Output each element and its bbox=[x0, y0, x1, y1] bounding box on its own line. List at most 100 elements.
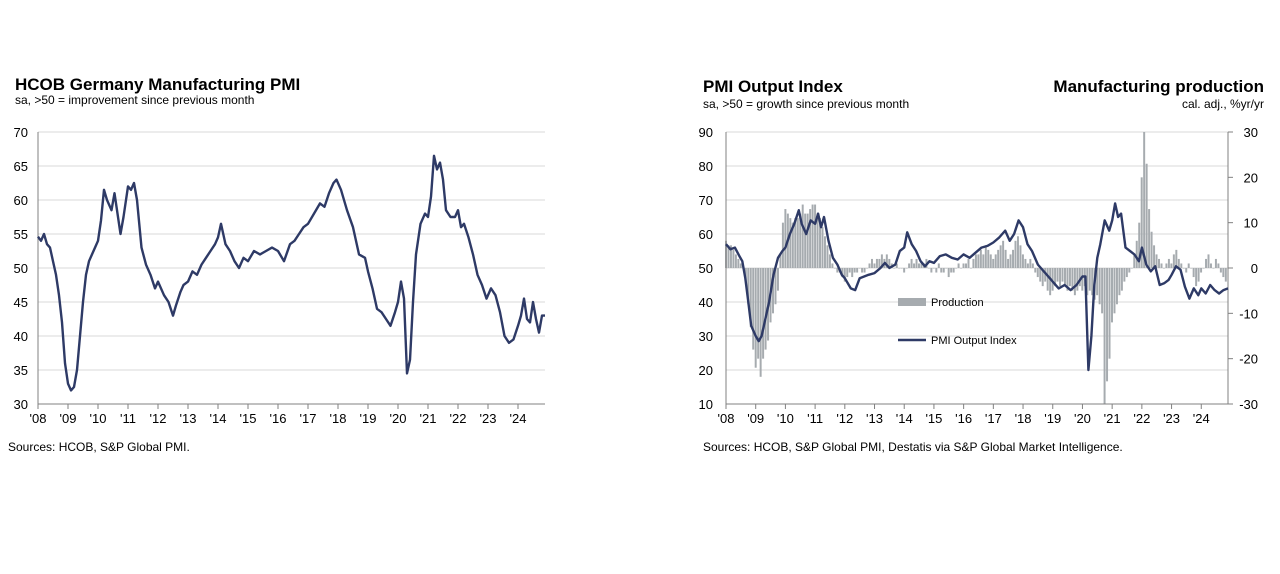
y-tick-label: 70 bbox=[14, 125, 28, 140]
pmi-output-data-point bbox=[855, 290, 856, 291]
pmi-data-point bbox=[247, 261, 248, 262]
production-bar bbox=[1185, 268, 1188, 273]
production-bar bbox=[942, 268, 945, 273]
chart1-pmi: 30 35 40 45 50 55 60 65 70 '08 '09 '10 '11 '12 '13 '14 '… bbox=[14, 125, 545, 426]
production-bar bbox=[1068, 268, 1071, 287]
pmi-output-data-point bbox=[751, 325, 752, 326]
pmi-output-data-point bbox=[1198, 295, 1199, 296]
production-bar bbox=[1165, 263, 1168, 268]
pmi-data-point bbox=[445, 210, 446, 211]
x-tick-label: '13 bbox=[866, 411, 883, 426]
production-bar bbox=[1101, 268, 1104, 314]
pmi-output-data-point bbox=[975, 252, 976, 253]
pmi-data-point bbox=[324, 206, 325, 207]
pmi-output-data-point bbox=[782, 250, 783, 251]
production-bar bbox=[992, 258, 995, 268]
pmi-output-data-point bbox=[920, 261, 921, 262]
production-bar bbox=[955, 268, 958, 269]
pmi-output-data-point bbox=[844, 278, 845, 279]
pmi-output-data-point bbox=[1115, 203, 1116, 204]
pmi-output-data-point bbox=[1076, 284, 1077, 285]
production-bar bbox=[910, 258, 913, 268]
production-bar bbox=[784, 209, 787, 268]
production-bar bbox=[1115, 268, 1118, 305]
y-left-tick-label: 40 bbox=[699, 295, 713, 310]
pmi-output-data-point bbox=[1064, 284, 1065, 285]
chart2-title: PMI Output Index bbox=[703, 77, 843, 96]
pmi-output-data-point bbox=[945, 254, 946, 255]
pmi-data-point bbox=[85, 274, 86, 275]
production-bar bbox=[1024, 258, 1027, 268]
production-bar bbox=[1019, 245, 1022, 268]
pmi-data-point bbox=[319, 203, 320, 204]
production-bar bbox=[868, 263, 871, 268]
pmi-data-point bbox=[52, 261, 53, 262]
production-bar bbox=[1096, 268, 1099, 296]
production-bar bbox=[858, 268, 861, 269]
production-bar bbox=[1078, 268, 1081, 287]
pmi-data-point bbox=[145, 264, 146, 265]
pmi-data-point bbox=[46, 244, 47, 245]
production-bar bbox=[796, 218, 799, 268]
production-bar bbox=[848, 268, 851, 273]
pmi-data-point bbox=[157, 281, 158, 282]
x-tick-label: '08 bbox=[30, 411, 47, 426]
pmi-data-point bbox=[294, 240, 295, 241]
pmi-data-point bbox=[133, 182, 134, 183]
pmi-data-point bbox=[439, 162, 440, 163]
pmi-data-point bbox=[238, 267, 239, 268]
production-bar bbox=[727, 245, 730, 268]
pmi-data-point bbox=[234, 261, 235, 262]
pmi-data-point bbox=[64, 363, 65, 364]
x-tick-label: '14 bbox=[896, 411, 913, 426]
production-bar bbox=[984, 245, 987, 268]
production-bar bbox=[903, 268, 906, 273]
production-bar bbox=[764, 268, 767, 350]
pmi-output-data-point bbox=[880, 267, 881, 268]
production-bar bbox=[1138, 222, 1141, 268]
pmi-output-data-point bbox=[1014, 233, 1015, 234]
pmi-data-point bbox=[513, 339, 514, 340]
production-bar bbox=[1002, 240, 1005, 268]
production-bar bbox=[776, 268, 779, 291]
production-bar bbox=[960, 268, 963, 269]
pmi-data-point bbox=[123, 216, 124, 217]
production-bar bbox=[1197, 268, 1200, 282]
pmi-data-point bbox=[313, 213, 314, 214]
production-bar bbox=[779, 254, 782, 268]
pmi-output-data-point bbox=[758, 341, 759, 342]
production-bar bbox=[1108, 268, 1111, 359]
pmi-data-point bbox=[523, 298, 524, 299]
production-bar bbox=[772, 268, 775, 314]
production-bar bbox=[747, 268, 750, 305]
pmi-data-point bbox=[58, 295, 59, 296]
pmi-output-data-point bbox=[899, 250, 900, 251]
pmi-data-point bbox=[76, 369, 77, 370]
pmi-output-data-point bbox=[864, 276, 865, 277]
production-bar bbox=[789, 218, 792, 268]
chart2-output: 10 20 30 40 50 60 70 80 90 -30 -20 -10 0 10 20 30 '08 '09… bbox=[699, 125, 1258, 426]
pmi-data-point bbox=[424, 213, 425, 214]
production-bar bbox=[759, 268, 762, 377]
x-tick-label: '14 bbox=[210, 411, 227, 426]
x-tick-label: '12 bbox=[150, 411, 167, 426]
production-bar bbox=[979, 249, 982, 268]
pmi-data-point bbox=[259, 254, 260, 255]
production-bar bbox=[809, 209, 812, 268]
production-bar bbox=[930, 268, 933, 273]
pmi-data-point bbox=[289, 244, 290, 245]
production-bar bbox=[1056, 268, 1059, 282]
pmi-data-point bbox=[187, 281, 188, 282]
pmi-output-data-point bbox=[1129, 250, 1130, 251]
production-bar bbox=[1205, 258, 1208, 268]
chart1-title: HCOB Germany Manufacturing PMI bbox=[15, 75, 301, 94]
production-bar bbox=[1150, 231, 1153, 268]
production-bar bbox=[1182, 268, 1185, 269]
production-bar bbox=[873, 263, 876, 268]
pmi-output-data-point bbox=[801, 223, 802, 224]
production-bar bbox=[1175, 249, 1178, 268]
x-tick-label: '17 bbox=[985, 411, 1002, 426]
production-bar bbox=[967, 258, 970, 268]
pmi-output-data-point bbox=[1214, 290, 1215, 291]
pmi-output-data-point bbox=[823, 216, 824, 217]
